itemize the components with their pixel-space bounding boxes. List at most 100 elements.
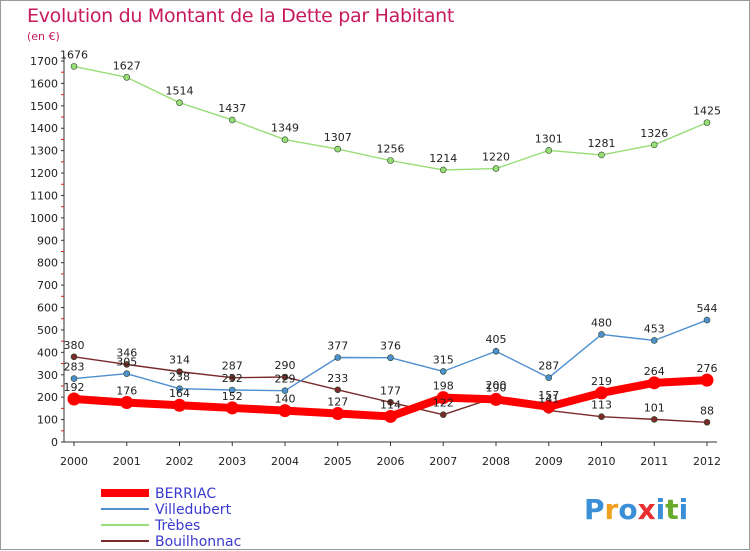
y-tick-label: 300 (37, 369, 58, 382)
data-label-bouilhonnac: 287 (222, 360, 243, 373)
data-label-berriac: 198 (433, 380, 454, 393)
data-label-villedubert: 376 (380, 340, 401, 353)
x-tick-label: 2006 (377, 455, 405, 468)
data-point-berriac (542, 400, 556, 414)
data-label-trèbes: 1326 (640, 127, 668, 140)
y-tick-label: 600 (37, 302, 58, 315)
x-tick-label: 2002 (166, 455, 194, 468)
data-label-bouilhonnac: 101 (644, 401, 665, 414)
data-label-villedubert: 229 (275, 373, 296, 386)
data-point-villedubert (176, 385, 183, 392)
data-point-villedubert (70, 375, 78, 382)
data-point-trèbes (650, 141, 658, 149)
data-point-bouilhonnac (228, 374, 236, 381)
chart-title: Evolution du Montant de la Dette par Hab… (27, 5, 455, 27)
data-label-berriac: 219 (591, 375, 612, 388)
data-point-bouilhonnac (281, 373, 289, 381)
x-tick-label: 2011 (640, 455, 668, 468)
data-point-trèbes (70, 63, 78, 70)
data-point-berriac (489, 392, 503, 406)
y-tick-label: 900 (37, 234, 58, 247)
data-label-bouilhonnac: 314 (169, 354, 190, 367)
data-point-berriac (173, 398, 186, 412)
data-point-villedubert (281, 387, 289, 394)
x-tick-label: 2004 (271, 455, 299, 468)
y-tick-label: 1000 (30, 212, 58, 225)
data-label-villedubert: 480 (591, 316, 612, 329)
data-label-berriac: 152 (222, 390, 243, 403)
data-point-bouilhonnac (176, 368, 183, 375)
data-label-bouilhonnac: 177 (380, 384, 401, 397)
data-label-villedubert: 315 (433, 353, 454, 366)
data-label-berriac: 176 (116, 385, 137, 398)
data-point-berriac (595, 386, 608, 400)
data-label-villedubert: 305 (116, 356, 137, 369)
data-label-villedubert: 405 (486, 333, 507, 346)
data-point-villedubert (598, 331, 605, 338)
y-tick-label: 1700 (30, 55, 58, 68)
data-label-villedubert: 232 (222, 372, 243, 385)
data-point-berriac (436, 391, 450, 405)
data-label-trèbes: 1627 (113, 59, 141, 72)
data-point-trèbes (176, 99, 183, 106)
data-label-trèbes: 1220 (482, 151, 510, 164)
data-point-trèbes (545, 147, 553, 154)
x-tick-label: 2010 (588, 455, 616, 468)
y-tick-label: 100 (37, 414, 58, 427)
data-label-villedubert: 377 (327, 340, 348, 353)
y-tick-label: 1200 (30, 167, 58, 180)
y-tick-label: 1600 (30, 77, 58, 90)
data-point-berriac (278, 404, 292, 418)
data-point-villedubert (439, 368, 447, 375)
x-tick-label: 2000 (60, 455, 88, 468)
proxiti-logo: Proxiti (584, 493, 688, 526)
legend-label-bouilhonnac: Bouilhonnac (155, 534, 241, 550)
data-point-bouilhonnac (387, 399, 394, 406)
data-label-bouilhonnac: 200 (486, 379, 507, 392)
data-point-trèbes (598, 151, 605, 159)
data-label-villedubert: 453 (644, 322, 665, 335)
x-tick-label: 2005 (324, 455, 352, 468)
data-label-trèbes: 1281 (588, 137, 616, 150)
x-tick-label: 2012 (693, 455, 721, 468)
data-label-bouilhonnac: 290 (275, 359, 296, 372)
data-point-trèbes (334, 145, 342, 153)
data-point-berriac (331, 407, 345, 421)
data-label-berriac: 190 (486, 381, 507, 394)
y-tick-label: 1400 (30, 122, 58, 135)
data-label-bouilhonnac: 122 (433, 397, 454, 410)
data-label-trèbes: 1676 (60, 48, 88, 61)
data-point-berriac (120, 396, 134, 410)
data-label-berriac: 140 (275, 393, 296, 406)
data-label-bouilhonnac: 380 (64, 339, 85, 352)
data-point-trèbes (228, 116, 236, 124)
data-label-trèbes: 1214 (429, 152, 457, 165)
data-label-trèbes: 1301 (535, 132, 563, 145)
data-point-bouilhonnac (650, 416, 658, 423)
data-label-trèbes: 1307 (324, 131, 352, 144)
data-point-bouilhonnac (123, 361, 131, 368)
data-label-bouilhonnac: 113 (591, 399, 612, 412)
data-label-berriac: 276 (697, 362, 718, 375)
x-tick-label: 2008 (482, 455, 510, 468)
data-label-trèbes: 1425 (693, 105, 721, 118)
legend-label-villedubert: Villedubert (155, 502, 232, 518)
data-point-villedubert (492, 347, 500, 355)
data-label-villedubert: 544 (697, 302, 718, 315)
data-point-trèbes (439, 166, 447, 174)
data-label-berriac: 114 (380, 398, 401, 411)
data-label-villedubert: 238 (169, 371, 190, 384)
data-label-berriac: 127 (327, 396, 348, 409)
data-point-berriac (225, 401, 239, 415)
data-point-bouilhonnac (439, 411, 447, 418)
data-point-berriac (647, 376, 661, 390)
data-label-berriac: 264 (644, 365, 665, 378)
x-tick-label: 2009 (535, 455, 563, 468)
y-tick-label: 200 (37, 391, 58, 404)
y-tick-label: 700 (37, 279, 58, 292)
data-point-villedubert (228, 386, 236, 394)
y-tick-label: 500 (37, 324, 58, 337)
data-point-bouilhonnac (598, 413, 605, 420)
